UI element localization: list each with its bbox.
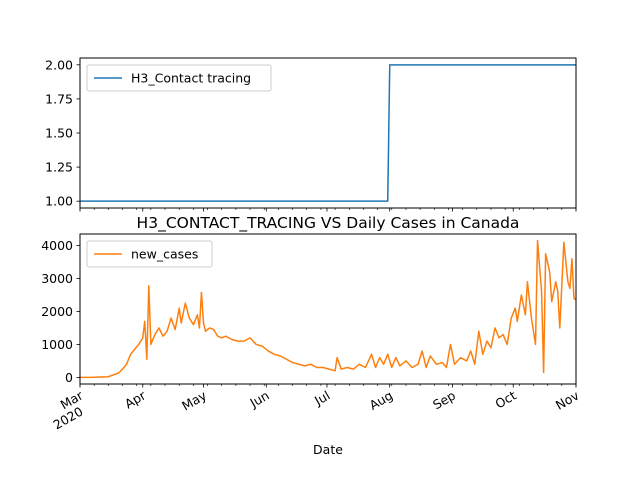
bottom-y-tick-label: 1000 — [41, 337, 73, 352]
top-series-line-0 — [80, 64, 576, 202]
x-tick-label: Jul — [311, 388, 332, 409]
bottom-legend-box — [86, 240, 213, 268]
top-legend-box — [86, 64, 272, 92]
top-y-tick-label: 1.00 — [45, 194, 73, 209]
bottom-subplot: H3_CONTACT_TRACING VS Daily Cases in Can… — [41, 214, 582, 457]
top-y-ticks: 1.00 1.25 1.50 1.75 2.00 — [45, 57, 80, 209]
bottom-y-tick-label: 3000 — [41, 271, 73, 286]
bottom-plot-lines — [79, 239, 577, 379]
top-legend: H3_Contact tracing — [86, 64, 272, 92]
x-axis-label: Date — [313, 442, 343, 457]
top-subplot: 1.00 1.25 1.50 1.75 2.00 H3_Contact tracing — [45, 57, 577, 212]
top-y-tick-label: 2.00 — [45, 57, 73, 72]
bottom-legend-label: new_cases — [131, 247, 198, 262]
bottom-chart-title: H3_CONTACT_TRACING VS Daily Cases in Can… — [137, 214, 520, 233]
bottom-y-tick-label: 2000 — [41, 304, 73, 319]
top-y-tick-label: 1.25 — [45, 160, 73, 175]
top-x-ticks — [79, 208, 577, 212]
bottom-plot-frame — [79, 233, 577, 385]
top-plot-lines — [80, 64, 576, 202]
top-legend-label: H3_Contact tracing — [131, 71, 251, 86]
bottom-legend: new_cases — [86, 240, 213, 268]
bottom-series-line-0 — [79, 239, 577, 379]
top-y-tick-label: 1.75 — [45, 91, 73, 106]
top-y-tick-label: 1.50 — [45, 126, 73, 141]
bottom-y-tick-label: 0 — [65, 370, 73, 385]
bottom-y-ticks: 0 1000 2000 3000 4000 — [41, 238, 80, 385]
bottom-y-tick-label: 4000 — [41, 238, 73, 253]
